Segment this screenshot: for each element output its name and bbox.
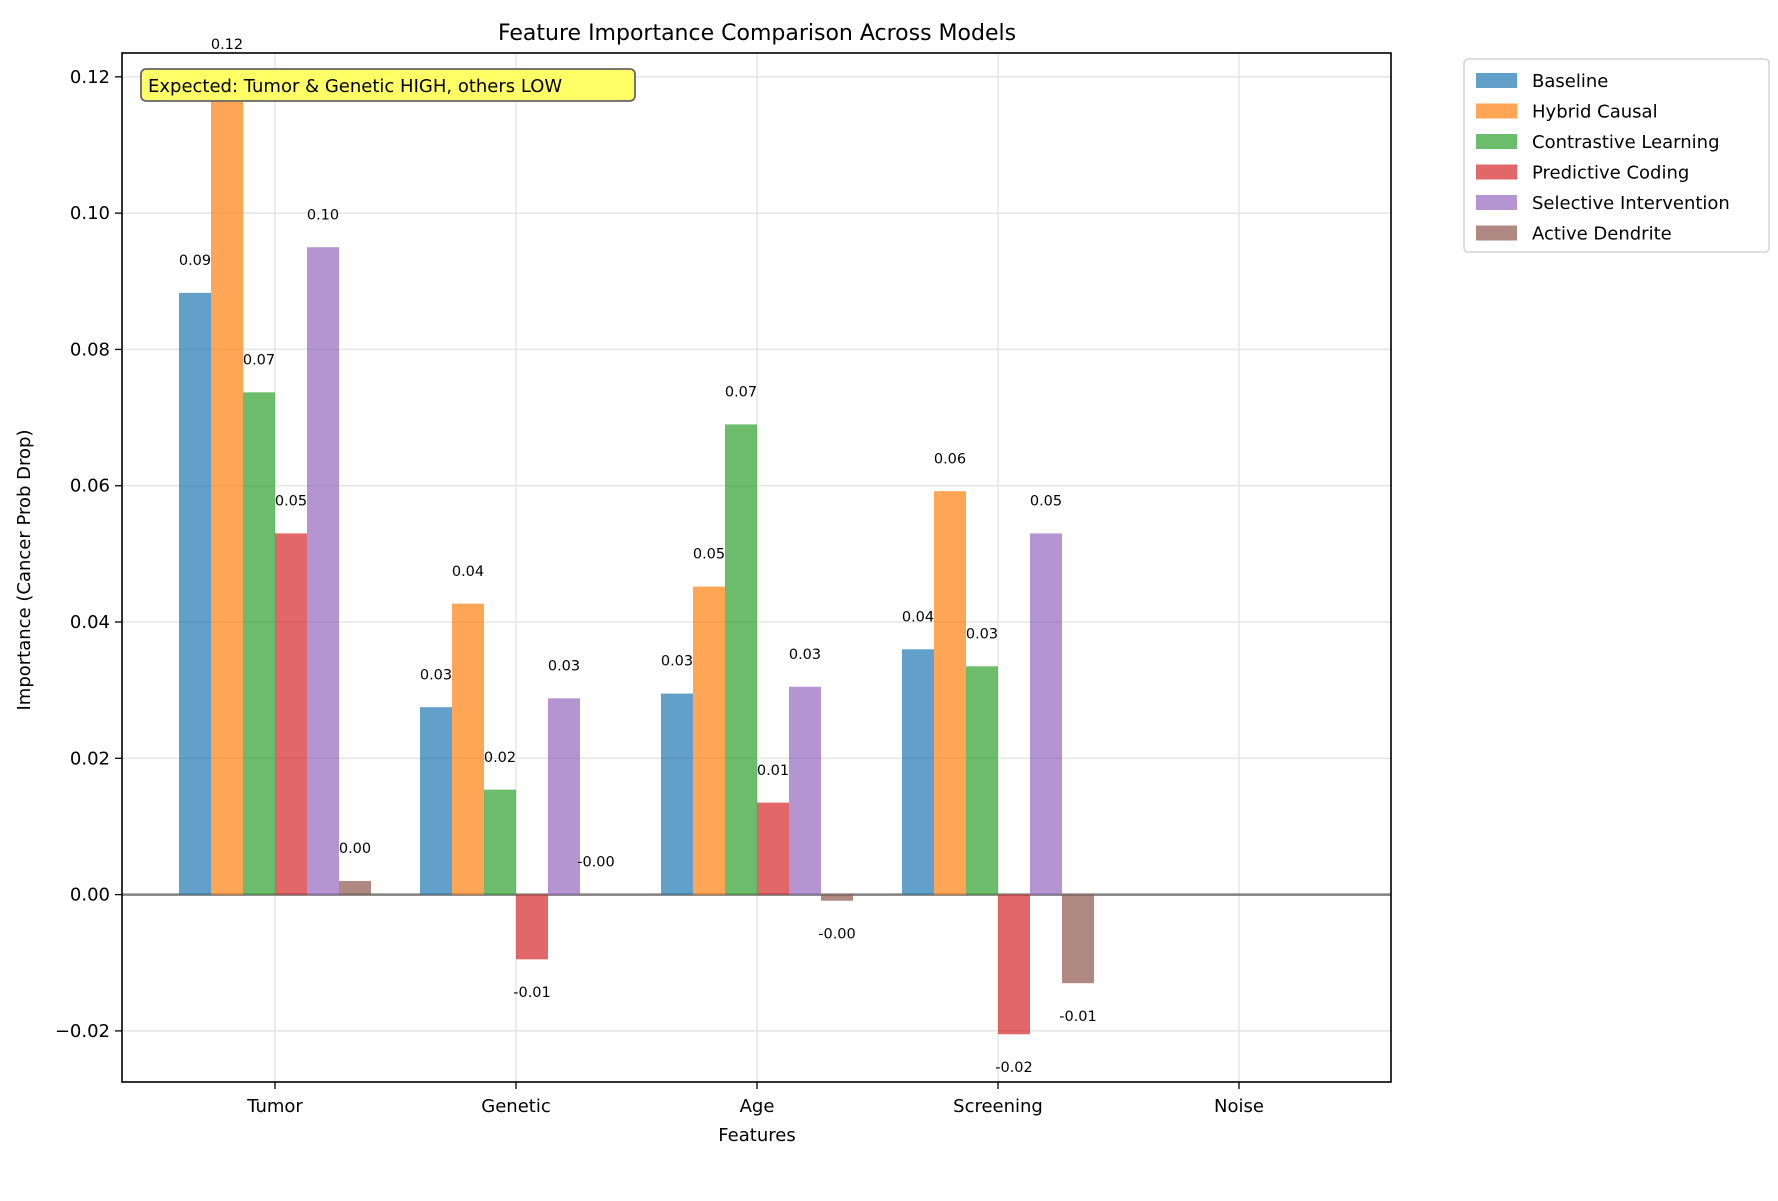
y-tick-label: 0.12 [70, 67, 110, 88]
y-tick-label: 0.06 [70, 476, 110, 497]
data-label: 0.06 [934, 451, 966, 467]
bar-contrastive-learning [243, 392, 275, 895]
x-tick-label: Screening [953, 1096, 1043, 1117]
data-label: 0.03 [789, 647, 821, 663]
data-label: 0.05 [275, 494, 307, 510]
bar-hybrid-causal [211, 76, 243, 895]
y-axis-label: Importance (Cancer Prob Drop) [14, 429, 35, 710]
data-label: 0.02 [484, 750, 516, 766]
annotation-text: Expected: Tumor & Genetic HIGH, others L… [148, 76, 562, 97]
legend-swatch [1476, 225, 1517, 241]
data-label: -0.00 [818, 927, 856, 943]
bar-hybrid-causal [693, 586, 725, 895]
x-tick-label: Genetic [481, 1096, 550, 1117]
bar-active-dendrite [339, 880, 371, 895]
data-label: -0.00 [577, 855, 615, 871]
y-tick-label: 0.08 [70, 339, 110, 360]
legend-frame [1463, 58, 1770, 253]
bars-layer [179, 76, 1094, 1035]
data-label: 0.00 [339, 841, 371, 857]
bar-active-dendrite [821, 894, 853, 901]
y-tick-label: 0.02 [70, 748, 110, 769]
legend-entry: Active Dendrite [1532, 224, 1672, 245]
data-label: -0.01 [513, 985, 551, 1001]
data-label: -0.02 [995, 1060, 1033, 1076]
legend-entry: Baseline [1532, 71, 1608, 92]
bar-contrastive-learning [966, 666, 998, 895]
bar-predictive-coding [275, 533, 307, 895]
y-tick-label: 0.04 [70, 612, 110, 633]
legend-swatch [1476, 103, 1517, 119]
annotation-box [140, 68, 636, 102]
bar-contrastive-learning [484, 789, 516, 895]
x-axis-label: Features [718, 1125, 795, 1146]
legend-swatch [1476, 195, 1517, 210]
bar-hybrid-causal [934, 491, 966, 895]
data-label: 0.04 [452, 564, 484, 580]
ticks-layer: −0.02 0.00 0.02 0.04 0.06 0.08 0.10 0.12 Tumor Ge… [55, 67, 1264, 1117]
legend-entry: Contrastive Learning [1532, 132, 1720, 153]
data-label: 0.01 [757, 763, 789, 779]
y-tick-label: 0.00 [70, 885, 110, 906]
expected-annotation: Expected: Tumor & Genetic HIGH, others L… [140, 68, 636, 102]
bar-selective-intervention [1030, 533, 1062, 895]
data-label: 0.07 [725, 385, 757, 401]
data-label: 0.05 [1030, 494, 1062, 510]
legend-entry: Selective Intervention [1532, 193, 1730, 214]
x-tick-label: Age [740, 1096, 775, 1117]
data-label: 0.03 [966, 626, 998, 642]
legend-swatch [1476, 73, 1517, 88]
data-label: 0.07 [243, 353, 275, 369]
data-labels-layer: 0.09 0.03 0.03 0.04 0.12 0.04 0.05 0.06 0.07 0.02… [179, 37, 1097, 1076]
data-label: 0.03 [420, 667, 452, 683]
bar-selective-intervention [307, 247, 339, 895]
legend-entry: Hybrid Causal [1532, 102, 1658, 123]
data-label: 0.12 [211, 37, 243, 53]
data-label: 0.10 [307, 207, 339, 223]
legend-entry: Predictive Coding [1532, 163, 1689, 184]
x-tick-label: Tumor [246, 1096, 303, 1117]
bar-baseline [179, 292, 211, 895]
bar-predictive-coding [998, 894, 1030, 1035]
data-label: -0.01 [1059, 1009, 1097, 1025]
legend-swatch [1476, 134, 1517, 149]
chart-title: Feature Importance Comparison Across Mod… [498, 21, 1016, 46]
data-label: 0.03 [661, 654, 693, 670]
legend: Baseline Hybrid Causal Contrastive Learnin… [1463, 58, 1770, 253]
bar-contrastive-learning [725, 424, 757, 895]
data-label: 0.05 [693, 547, 725, 563]
data-label: 0.03 [548, 658, 580, 674]
bar-baseline [420, 707, 452, 895]
legend-swatch [1476, 164, 1517, 180]
y-tick-label: 0.10 [70, 203, 110, 224]
bar-selective-intervention [789, 686, 821, 895]
bar-hybrid-causal [452, 603, 484, 895]
data-label: 0.04 [902, 609, 934, 625]
bar-selective-intervention [548, 698, 580, 895]
x-tick-label: Noise [1214, 1096, 1264, 1117]
y-tick-label: −0.02 [55, 1021, 110, 1042]
bar-predictive-coding [516, 894, 548, 960]
bar-active-dendrite [1062, 894, 1094, 984]
bar-baseline [902, 649, 934, 895]
data-label: 0.09 [179, 253, 211, 269]
bar-predictive-coding [757, 802, 789, 895]
bar-baseline [661, 693, 693, 895]
